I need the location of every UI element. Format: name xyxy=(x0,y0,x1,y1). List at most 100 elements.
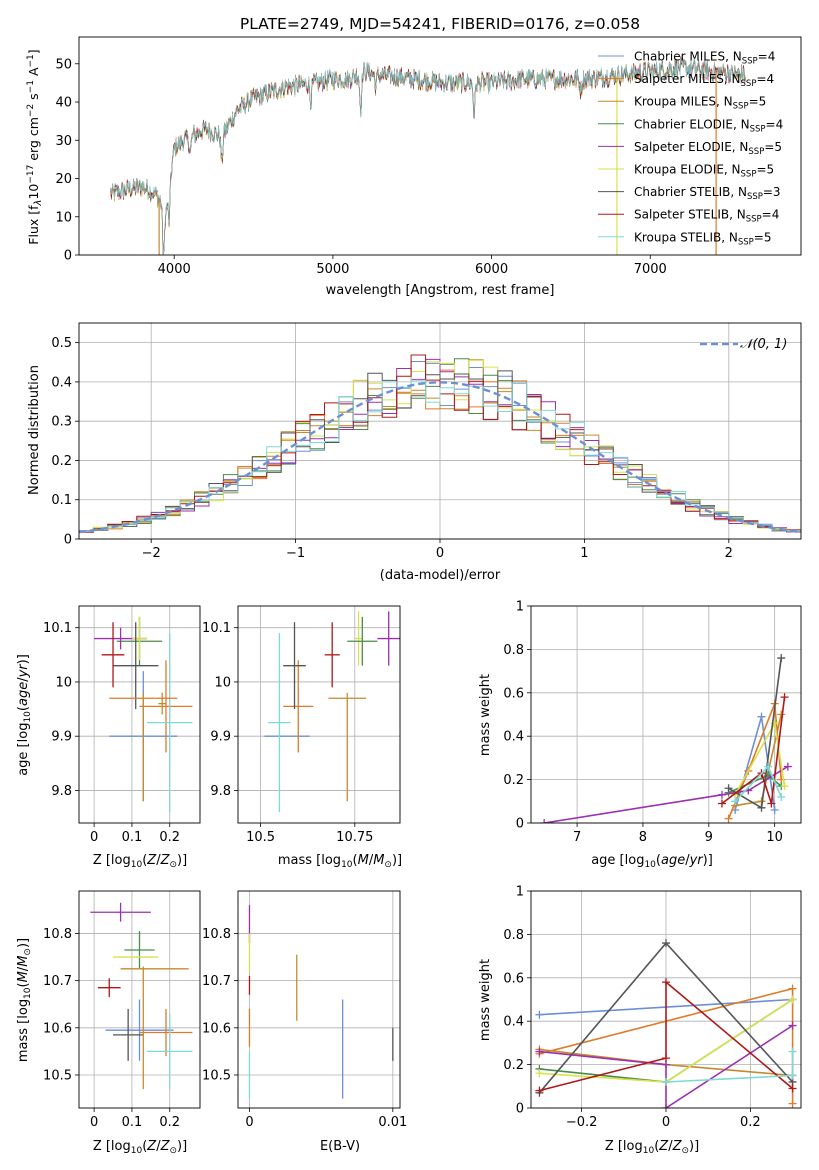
residuals-ytick-label: 0.1 xyxy=(51,493,72,508)
age_vs_mass-point xyxy=(283,660,314,753)
mass_vs_Z-point xyxy=(105,999,174,1061)
mass_vs_EBV-xtick-label: 0.01 xyxy=(378,1115,407,1130)
weight_vs_age-ytick-label: 1 xyxy=(516,600,524,615)
mass_vs_EBV-ytick-label: 10.8 xyxy=(202,927,231,942)
age-vs-z-panel: 0 0.1 0.2 9.8 9.9 10 10.1 xyxy=(43,605,201,845)
legend-label: Kroupa ELODIE, NSSP=5 xyxy=(634,163,774,180)
age_vs_Z-xtick-label: 0.1 xyxy=(122,830,143,845)
weight-marker xyxy=(662,1077,670,1086)
mass-vs-ebv-xlabel: E(B-V) xyxy=(320,1139,360,1154)
legend-label: Kroupa MILES, NSSP=5 xyxy=(634,95,766,112)
weight-vs-age-xlabel: age [log10(age/yr)] xyxy=(591,853,713,870)
legend-label-part: Kroupa STELIB, N xyxy=(634,230,738,244)
mass_vs_Z-xtick-label: 0.2 xyxy=(159,1115,180,1130)
weight-marker xyxy=(757,712,766,721)
weight-marker xyxy=(540,819,549,823)
mass_vs_Z-ytick-label: 10.8 xyxy=(43,927,72,942)
spectrum-series-line xyxy=(110,58,746,255)
weight_vs_Z-lines xyxy=(535,939,797,1108)
weight-marker xyxy=(780,782,789,791)
age_vs_mass-point xyxy=(324,622,340,688)
weight-series-line xyxy=(721,697,786,805)
residuals-frame xyxy=(78,322,802,540)
mass_vs_EBV-frame xyxy=(237,890,401,1109)
weight-marker xyxy=(724,784,733,793)
weight-marker xyxy=(777,792,786,801)
weight-marker xyxy=(724,814,733,823)
mass_vs_Z-xtick-label: 0 xyxy=(90,1115,98,1130)
mass_vs_Z-point xyxy=(124,931,155,969)
age-vs-mass-xlabel: mass [log10(M/M⊙)] xyxy=(278,853,402,870)
weight-vs-z-panel: −0.2 0 0.2 0 0.2 0.4 0.6 0.8 1 xyxy=(503,885,802,1130)
weight_vs_age-ytick-label: 0 xyxy=(516,817,524,832)
weight_vs_Z-xtick-label: 0 xyxy=(662,1115,670,1130)
legend-label-part: Chabrier STELIB, N xyxy=(634,185,747,199)
legend-label-part: =3 xyxy=(763,185,781,199)
legend-label-part: Kroupa ELODIE, N xyxy=(634,163,741,177)
mass_vs_Z-point xyxy=(97,978,121,998)
legend-label: Chabrier ELODIE, NSSP=4 xyxy=(634,117,783,134)
spectrum-ytick-label: 0 xyxy=(64,249,72,264)
age_vs_mass-ytick-label: 9.8 xyxy=(210,784,231,799)
spectrum-ytick-label: 40 xyxy=(55,96,72,111)
spectrum-ytick-label: 20 xyxy=(55,172,72,187)
age_vs_mass-frame xyxy=(237,605,401,824)
age_vs_Z-ytick-label: 9.8 xyxy=(51,784,72,799)
weight-marker xyxy=(788,1099,797,1108)
weight_vs_Z-ytick-label: 0.4 xyxy=(503,1015,524,1030)
legend-label-part: =5 xyxy=(764,140,782,154)
age_vs_mass-ytick-label: 10 xyxy=(214,675,231,690)
legend-label-sub: SSP xyxy=(738,237,754,247)
legend-label: Kroupa STELIB, NSSP=5 xyxy=(634,230,772,247)
weight-marker xyxy=(788,995,797,1004)
residuals-legend-label: 𝒩(0, 1) xyxy=(740,337,787,352)
weight-marker xyxy=(780,693,789,702)
age_vs_mass-xtick-label: 10.75 xyxy=(336,830,373,845)
legend-label-sub: SSP xyxy=(733,102,749,112)
weight-marker xyxy=(662,978,670,987)
legend-label-part: Chabrier MILES, N xyxy=(634,50,742,64)
mass_vs_Z-ytick-label: 10.6 xyxy=(43,1021,72,1036)
mass_vs_Z-ytick-label: 10.5 xyxy=(43,1068,72,1083)
mass_vs_Z-frame xyxy=(78,890,201,1109)
residuals-ytick-label: 0.2 xyxy=(51,454,72,469)
legend-label-part: =4 xyxy=(756,72,774,86)
histogram-steps xyxy=(79,354,801,535)
legend-label-part: =4 xyxy=(762,208,780,222)
residuals-xlabel: (data-model)/error xyxy=(380,568,501,583)
legend-label-sub: SSP xyxy=(750,124,766,134)
weight-marker xyxy=(535,1069,544,1078)
weight-marker xyxy=(731,797,740,806)
residuals-xtick-label: 0 xyxy=(436,546,444,561)
spectrum-series-line xyxy=(110,58,746,255)
legend-label-part: Salpeter STELIB, N xyxy=(634,208,746,222)
age_vs_Z-xtick-label: 0 xyxy=(90,830,98,845)
residuals-xtick-label: −1 xyxy=(286,546,305,561)
age_vs_Z-point xyxy=(147,633,193,813)
weight-marker xyxy=(535,1010,544,1019)
weight_vs_age-ytick-label: 0.2 xyxy=(503,773,524,788)
weight_vs_Z-frame xyxy=(530,890,802,1109)
age_vs_mass-point xyxy=(377,611,400,666)
legend-label-part: =4 xyxy=(766,117,784,131)
residuals-xtick-label: −2 xyxy=(142,546,161,561)
weight_vs_Z-ytick-label: 0.2 xyxy=(503,1058,524,1073)
age_vs_mass-ytick-label: 10.1 xyxy=(202,621,231,636)
weight-series-line xyxy=(539,1024,794,1108)
weight-marker xyxy=(788,1047,797,1056)
residuals-ytick-label: 0.4 xyxy=(51,375,72,390)
weight_vs_age-frame xyxy=(530,605,802,824)
weight-marker xyxy=(662,1104,670,1108)
age_vs_Z-point xyxy=(139,660,193,753)
spectrum-xtick-label: 6000 xyxy=(475,262,508,277)
age_vs_Z-ytick-label: 9.9 xyxy=(51,730,72,745)
weight_vs_age-xtick-label: 7 xyxy=(573,830,581,845)
spectrum-frame xyxy=(78,36,802,256)
weight_vs_Z-xtick-label: −0.2 xyxy=(566,1115,598,1130)
mass_vs_Z-point xyxy=(113,1008,144,1061)
weight_vs_age-ytick-label: 0.6 xyxy=(503,686,524,701)
spectrum-ytick-label: 10 xyxy=(55,210,72,225)
residuals-panel: −2 −1 0 1 2 0 0.1 0.2 0.3 0.4 0.5 𝒩(0, 1) xyxy=(51,322,802,561)
